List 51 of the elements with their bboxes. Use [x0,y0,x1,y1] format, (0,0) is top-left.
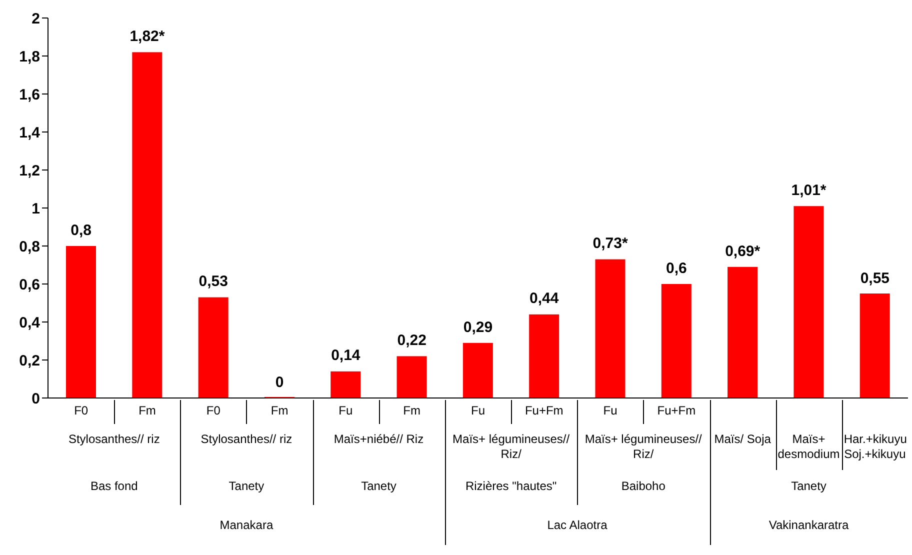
data-label: 0,8 [70,222,92,240]
text: Tanety [228,479,266,494]
data-label: 0 [274,374,285,392]
data-label: 0,22 [396,332,428,350]
data-label: 0,6 [665,260,688,278]
data-label: 0,53 [198,273,229,292]
y-tick-label: 1,8 [19,48,40,66]
text: Maïs+ desmodium [778,432,840,462]
y-tick-label: 0,6 [19,276,40,294]
text: Tanety [790,479,828,494]
y-tick-label: 1,4 [19,124,41,142]
data-label: 0,55 [859,270,891,288]
text: Rizières "hautes" [464,479,558,494]
y-tick-label: 1,6 [19,86,40,104]
text: Maïs+niébé// Riz [332,432,425,447]
x-tick-label: Fu [603,404,618,418]
y-tick-label: 1,2 [19,162,40,180]
x-tick-label: Fu+Fm [657,404,696,418]
text: Maïs+ légumineuses// Riz/ [584,432,703,462]
data-label: 1,82* [128,28,166,46]
text: Vakinankaratra [768,518,850,533]
x-tick-label: Fu [338,404,353,418]
y-tick-label: 0 [32,390,40,408]
text: Har.+kikuyu Soj.+kikuyu [844,432,907,462]
x-tick-label: Fm [403,404,421,418]
x-tick-label: Fm [270,404,288,418]
x-tick-label: Fm [138,404,156,418]
text: Maïs/ Soja [713,432,772,447]
text: Bas fond [89,479,139,494]
text: Lac Alaotra [546,518,608,533]
text: Maïs+ légumineuses// Riz/ [452,432,571,462]
text: Manakara [218,518,274,533]
text: Baiboho [620,479,666,494]
x-tick-label: Fu+Fm [524,404,564,418]
y-tick-label: 2 [32,10,40,28]
data-label: 0,44 [528,290,560,308]
y-tick-label: 0,8 [19,238,40,256]
text: Tanety [360,479,398,494]
data-label: 0,14 [330,347,362,366]
y-tick-label: 0,4 [19,314,41,332]
y-tick-label: 1 [32,200,40,218]
y-tick-label: 0,2 [19,352,40,370]
data-label: 0,29 [462,318,494,337]
x-tick-label: F0 [206,404,221,418]
text: Stylosanthes// riz [67,432,161,447]
text: Stylosanthes// riz [200,432,294,447]
data-label: 1,01* [790,182,828,200]
data-label: 0,69* [724,242,762,261]
x-tick-label: F0 [74,404,88,418]
data-label: 0,73* [592,235,629,254]
x-tick-label: Fu [470,404,486,418]
